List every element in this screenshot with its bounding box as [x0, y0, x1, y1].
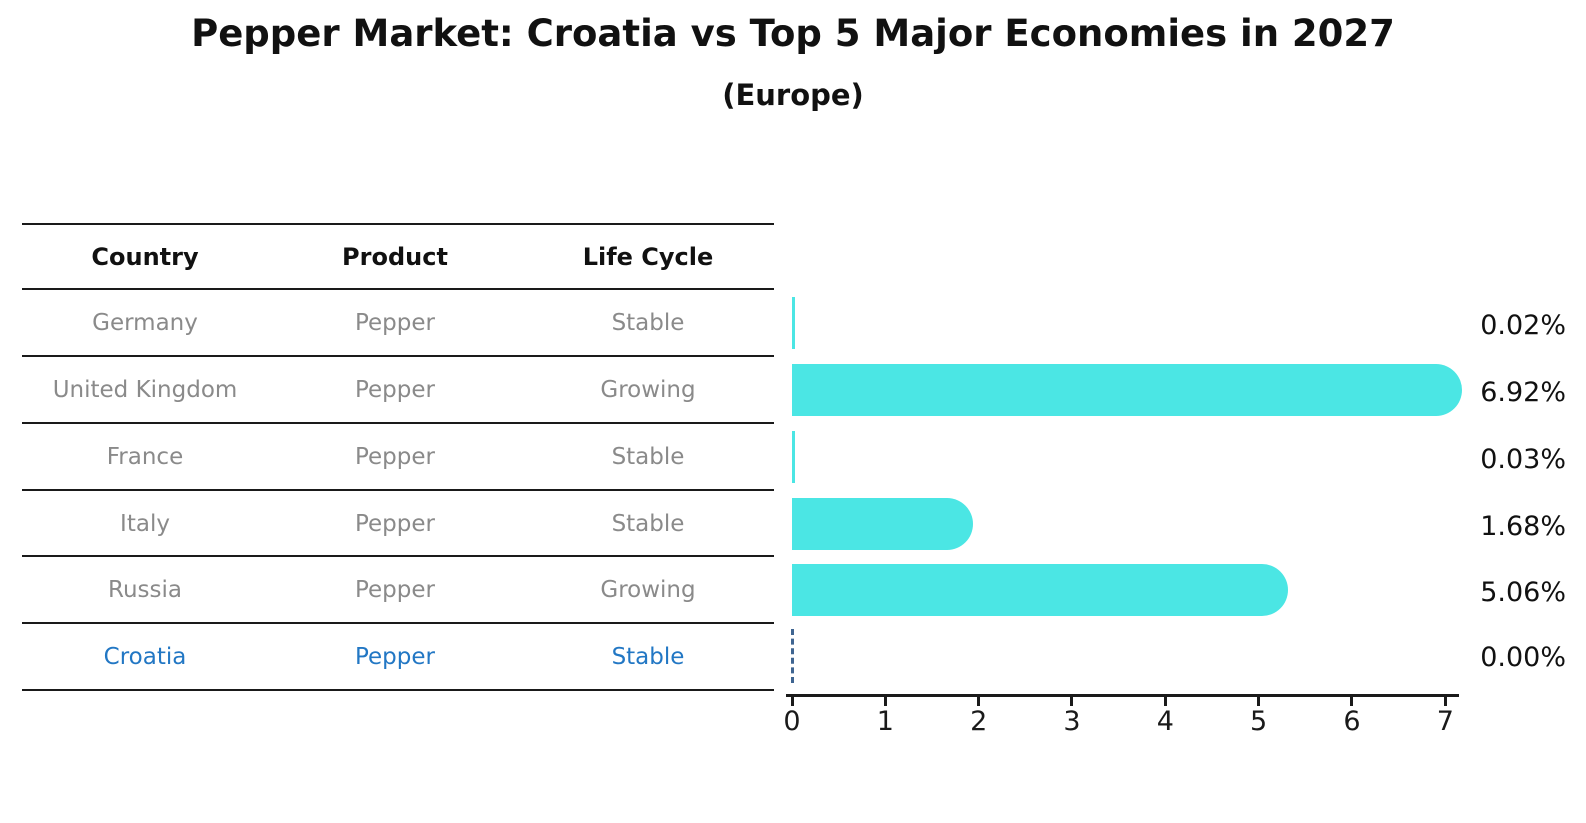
life-cycle-cell: Stable [611, 644, 685, 670]
chart-title: Pepper Market: Croatia vs Top 5 Major Ec… [191, 12, 1395, 55]
croatia-zero-dashed-marker [791, 629, 794, 683]
country-cell: Italy [120, 511, 170, 537]
bar-france [792, 431, 795, 483]
bar-italy [792, 498, 973, 550]
value-label-france: 0.03% [1480, 443, 1566, 475]
table-border-bottom [22, 689, 774, 691]
row-divider [22, 555, 774, 557]
table-row: Germany Pepper Stable [22, 290, 774, 356]
x-tick-label: 7 [1436, 706, 1454, 737]
x-tick-mark [977, 697, 981, 706]
value-label-italy: 1.68% [1480, 510, 1566, 542]
table-row: Italy Pepper Stable [22, 491, 774, 557]
x-tick-mark [1257, 697, 1261, 706]
column-header-life-cycle: Life Cycle [582, 243, 714, 271]
x-axis-line [786, 694, 1459, 697]
row-divider [22, 355, 774, 357]
life-cycle-cell: Stable [611, 444, 685, 470]
value-label-croatia: 0.00% [1480, 641, 1566, 673]
x-tick-mark [1350, 697, 1354, 706]
x-tick-label: 4 [1156, 706, 1174, 737]
x-tick-label: 0 [783, 706, 801, 737]
product-cell: Pepper [354, 444, 435, 470]
table-header-divider [22, 288, 774, 290]
x-tick-label: 6 [1343, 706, 1361, 737]
x-tick-mark [1443, 697, 1447, 706]
x-tick-label: 1 [876, 706, 894, 737]
country-cell: Russia [108, 577, 182, 603]
life-cycle-cell: Growing [600, 577, 696, 603]
column-header-country: Country [91, 243, 199, 271]
product-cell: Pepper [354, 511, 435, 537]
row-divider [22, 622, 774, 624]
life-cycle-cell: Stable [611, 310, 685, 336]
table-row: Russia Pepper Growing [22, 557, 774, 623]
bar-germany [792, 297, 795, 349]
x-tick-mark [1070, 697, 1074, 706]
table-row-croatia-highlighted: Croatia Pepper Stable [22, 624, 774, 690]
product-cell: Pepper [354, 310, 435, 336]
x-tick-label: 3 [1063, 706, 1081, 737]
country-cell: France [106, 444, 184, 470]
bar-russia [792, 564, 1289, 616]
x-tick-label: 2 [970, 706, 988, 737]
x-tick-mark [790, 697, 794, 706]
table-row: United Kingdom Pepper Growing [22, 357, 774, 423]
column-header-product: Product [342, 243, 448, 271]
product-cell: Pepper [354, 644, 435, 670]
x-tick-mark [1163, 697, 1167, 706]
life-cycle-cell: Growing [600, 377, 696, 403]
country-cell: Germany [92, 310, 198, 336]
table-border-top [22, 223, 774, 225]
x-tick-label: 5 [1250, 706, 1268, 737]
chart-subtitle: (Europe) [722, 78, 864, 112]
life-cycle-cell: Stable [611, 511, 685, 537]
value-label-russia: 5.06% [1480, 576, 1566, 608]
table-header-row: Country Product Life Cycle [22, 224, 774, 290]
value-label-united-kingdom: 6.92% [1480, 376, 1566, 408]
country-cell: United Kingdom [52, 377, 238, 403]
table-row: France Pepper Stable [22, 424, 774, 490]
x-tick-mark [883, 697, 887, 706]
bar-united-kingdom [792, 364, 1462, 416]
product-cell: Pepper [354, 577, 435, 603]
row-divider [22, 422, 774, 424]
country-cell: Croatia [103, 644, 187, 670]
value-label-germany: 0.02% [1480, 309, 1566, 341]
product-cell: Pepper [354, 377, 435, 403]
row-divider [22, 489, 774, 491]
